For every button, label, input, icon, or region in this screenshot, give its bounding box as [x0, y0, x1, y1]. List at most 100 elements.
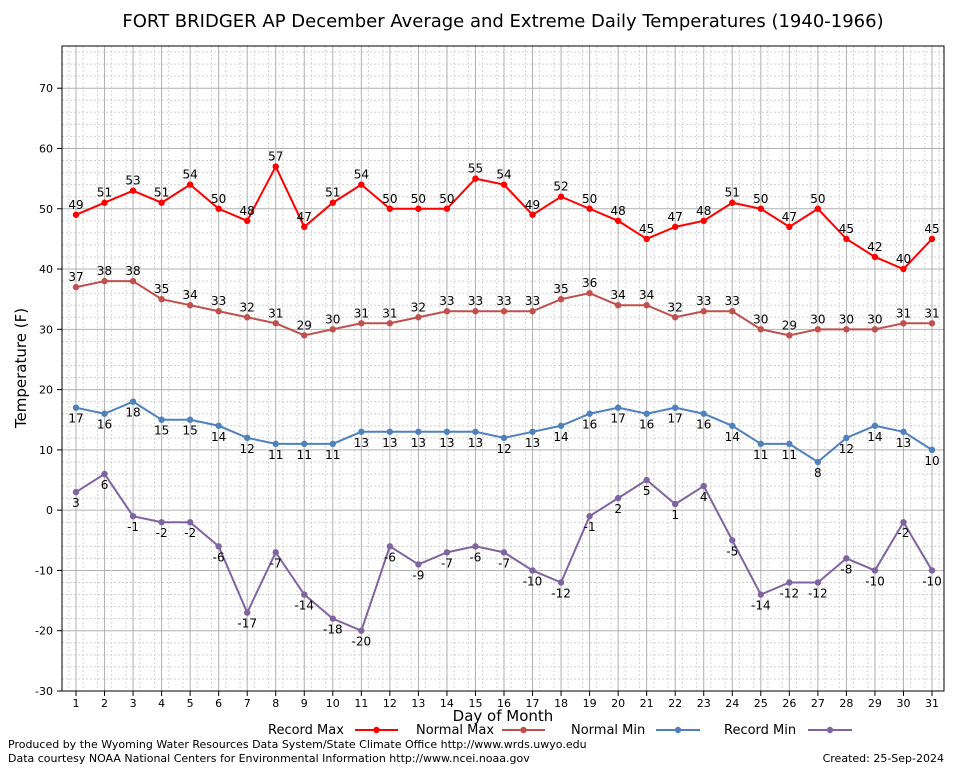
data-point [672, 223, 679, 231]
data-point [757, 440, 764, 448]
data-label: 13 [382, 436, 397, 450]
data-label: 18 [125, 406, 140, 420]
data-label: 33 [496, 294, 511, 308]
data-label: 47 [782, 210, 797, 224]
footer-produced-by: Produced by the Wyoming Water Resources … [8, 738, 587, 751]
legend-marker [674, 726, 682, 734]
data-label: 55 [468, 162, 483, 176]
data-label: 3 [72, 496, 80, 510]
data-label: 30 [867, 312, 882, 326]
data-label: -7 [441, 556, 453, 570]
data-point [329, 326, 336, 333]
data-label: 31 [924, 306, 939, 320]
data-label: 37 [68, 270, 83, 284]
x-tick-label: 23 [697, 697, 711, 710]
data-label: 48 [610, 204, 625, 218]
data-label: 52 [553, 180, 568, 194]
data-point [843, 235, 850, 243]
data-point [700, 217, 707, 225]
data-point [215, 543, 222, 550]
data-point [101, 199, 108, 206]
data-point [614, 494, 622, 502]
data-point [443, 549, 451, 556]
data-label: -2 [184, 526, 196, 540]
data-point [329, 615, 336, 622]
data-label: -7 [498, 556, 510, 570]
data-label: 31 [354, 306, 369, 320]
data-label: 48 [696, 204, 711, 218]
data-label: 50 [582, 192, 597, 206]
data-label: 13 [896, 436, 911, 450]
data-point [700, 308, 707, 315]
data-label: 13 [439, 436, 454, 450]
data-label: 4 [700, 490, 708, 504]
data-label: -10 [523, 574, 543, 588]
data-point [672, 500, 679, 508]
data-label: 29 [297, 318, 312, 332]
legend-marker [826, 726, 834, 734]
data-label: 54 [354, 168, 369, 182]
data-label: 35 [553, 282, 568, 296]
data-label: 48 [240, 204, 255, 218]
y-tick-label: 50 [39, 203, 53, 216]
data-label: 16 [582, 418, 597, 432]
data-point [672, 404, 679, 411]
data-label: 54 [182, 168, 197, 182]
data-label: 32 [668, 300, 683, 314]
data-label: -7 [270, 556, 282, 570]
data-label: 50 [211, 192, 226, 206]
data-label: 17 [610, 412, 625, 426]
data-label: 15 [182, 424, 197, 438]
x-tick-label: 4 [158, 697, 165, 710]
data-point [301, 332, 308, 339]
data-point [386, 428, 394, 435]
data-point [786, 579, 793, 586]
data-label: -20 [352, 635, 372, 649]
data-label: -12 [551, 586, 571, 600]
chart-title: FORT BRIDGER AP December Average and Ext… [122, 11, 883, 32]
data-label: 30 [325, 312, 340, 326]
data-label: 49 [525, 198, 540, 212]
data-label: 16 [696, 418, 711, 432]
data-point [244, 609, 251, 616]
data-point [729, 199, 736, 206]
data-point [500, 181, 508, 188]
x-tick-label: 18 [554, 697, 568, 710]
data-point [215, 308, 222, 315]
data-label: 30 [839, 312, 854, 326]
data-point [757, 326, 764, 333]
data-label: 11 [325, 448, 340, 462]
data-label: -6 [213, 550, 225, 564]
data-label: 14 [725, 430, 740, 444]
data-point [586, 205, 593, 212]
data-point [871, 253, 879, 261]
x-tick-label: 17 [526, 697, 540, 710]
data-point [272, 320, 279, 327]
data-point [415, 205, 422, 212]
series-normal-max: 37 38 38 35 34 33 32 31 29 30 31 31 32 33 33 33 33 35 36 34… [68, 264, 940, 339]
x-tick-label: 1 [73, 697, 80, 710]
data-point [101, 410, 108, 417]
data-label: 12 [240, 442, 255, 456]
data-point [272, 440, 279, 448]
data-point [301, 440, 308, 448]
data-point [500, 434, 508, 442]
y-tick-label: 70 [39, 82, 53, 95]
data-label: 50 [753, 192, 768, 206]
x-tick-label: 5 [187, 697, 194, 710]
data-label: 34 [610, 288, 625, 302]
data-point [358, 320, 365, 327]
data-point [101, 470, 108, 478]
data-label: 50 [411, 192, 426, 206]
x-tick-label: 19 [583, 697, 597, 710]
data-label: -8 [840, 562, 852, 576]
data-point [158, 295, 165, 303]
data-label: -9 [412, 568, 424, 582]
data-label: -2 [897, 526, 909, 540]
data-point [472, 428, 479, 435]
data-label: 13 [468, 436, 483, 450]
x-tick-label: 10 [326, 697, 340, 710]
